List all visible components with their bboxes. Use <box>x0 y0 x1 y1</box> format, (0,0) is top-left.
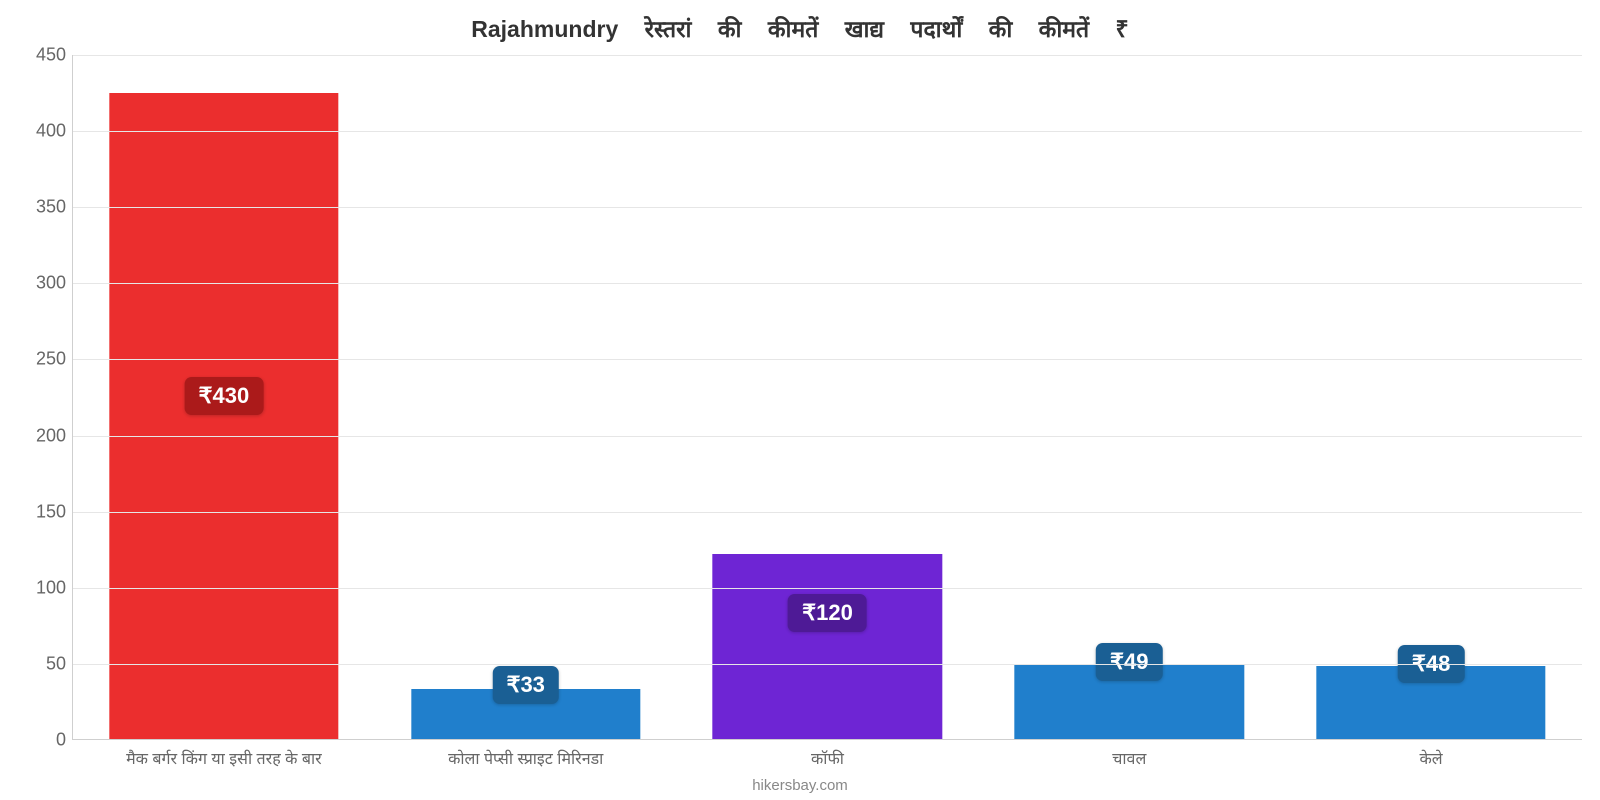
y-axis-label: 400 <box>6 121 66 142</box>
price-bar-chart: Rajahmundry रेस्तरां की कीमतें खाद्य पदा… <box>0 0 1600 800</box>
value-badge: ₹49 <box>1096 643 1162 681</box>
chart-title: Rajahmundry रेस्तरां की कीमतें खाद्य पदा… <box>0 12 1600 44</box>
x-axis-label: चावल <box>1112 747 1146 769</box>
gridline <box>73 55 1582 56</box>
y-axis-label: 350 <box>6 197 66 218</box>
gridline <box>73 207 1582 208</box>
y-axis-label: 250 <box>6 349 66 370</box>
bar <box>713 554 942 739</box>
y-axis-label: 200 <box>6 425 66 446</box>
gridline <box>73 436 1582 437</box>
y-axis-label: 50 <box>6 653 66 674</box>
value-badge: ₹430 <box>185 377 264 415</box>
bar-slot: ₹33कोला पेप्सी स्प्राइट मिरिनडा <box>375 55 677 739</box>
y-axis-label: 300 <box>6 273 66 294</box>
x-axis-label: कॉफी <box>811 747 844 769</box>
gridline <box>73 664 1582 665</box>
chart-footer: hikersbay.com <box>0 777 1600 794</box>
y-axis-label: 100 <box>6 577 66 598</box>
value-badge: ₹120 <box>788 594 867 632</box>
bar-slot: ₹430मैक बर्गर किंग या इसी तरह के बार <box>73 55 375 739</box>
y-axis-label: 150 <box>6 501 66 522</box>
x-axis-label: कोला पेप्सी स्प्राइट मिरिनडा <box>448 747 603 769</box>
y-axis-label: 0 <box>6 730 66 751</box>
gridline <box>73 283 1582 284</box>
plot-area: ₹430मैक बर्गर किंग या इसी तरह के बार₹33क… <box>72 55 1582 740</box>
x-axis-label: केले <box>1420 747 1443 769</box>
gridline <box>73 359 1582 360</box>
bar-slot: ₹120कॉफी <box>677 55 979 739</box>
bars-container: ₹430मैक बर्गर किंग या इसी तरह के बार₹33क… <box>73 55 1582 739</box>
gridline <box>73 588 1582 589</box>
gridline <box>73 131 1582 132</box>
bar-slot: ₹49चावल <box>978 55 1280 739</box>
gridline <box>73 512 1582 513</box>
y-axis-label: 450 <box>6 45 66 66</box>
bar-slot: ₹48केले <box>1280 55 1582 739</box>
bar <box>109 93 338 739</box>
x-axis-label: मैक बर्गर किंग या इसी तरह के बार <box>126 747 322 769</box>
value-badge: ₹33 <box>492 666 558 704</box>
